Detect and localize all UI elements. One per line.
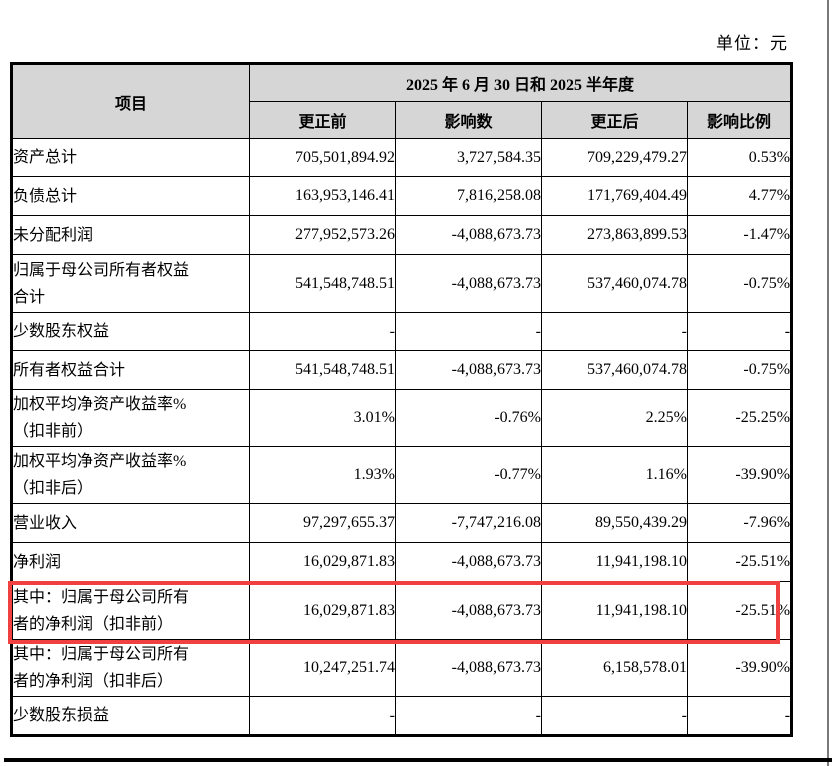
col-header-impact: 影响数 <box>395 101 542 139</box>
cell-after: 537,460,074.78 <box>541 350 688 390</box>
cell-ratio: -25.51% <box>686 581 793 640</box>
correction-table: 项目 2025 年 6 月 30 日和 2025 半年度 更正前 影响数 更正后… <box>10 62 794 737</box>
cell-after: 273,863,899.53 <box>541 215 688 255</box>
cell-before: 705,501,894.92 <box>249 138 396 177</box>
cell-label: 归属于母公司所有者权益 合计 <box>11 254 250 313</box>
cell-label: 资产总计 <box>11 138 250 177</box>
cell-before: 541,548,748.51 <box>249 254 396 313</box>
header-row-columns: 更正前 影响数 更正后 影响比例 <box>12 101 793 139</box>
table-row: 加权平均净资产收益率% （扣非前） 3.01% -0.76% 2.25% -25… <box>11 389 793 447</box>
cell-label: 未分配利润 <box>11 215 250 255</box>
unit-label: 单位：元 <box>716 34 788 53</box>
cell-ratio: -0.75% <box>686 254 793 313</box>
cell-before: 277,952,573.26 <box>249 215 396 255</box>
col-header-after: 更正后 <box>541 101 688 139</box>
cell-impact: -0.77% <box>395 446 542 504</box>
cell-impact: - <box>395 312 542 351</box>
cell-ratio: -25.25% <box>686 389 793 447</box>
table-row: 未分配利润 277,952,573.26 -4,088,673.73 273,8… <box>11 215 793 255</box>
cell-after: - <box>541 312 688 351</box>
cell-after: 6,158,578.01 <box>541 639 688 697</box>
cell-before: 97,297,655.37 <box>249 503 396 543</box>
cell-label: 营业收入 <box>11 503 250 543</box>
table-row-highlighted: 其中：归属于母公司所有 者的净利润（扣非前） 16,029,871.83 -4,… <box>11 581 793 640</box>
table-row: 归属于母公司所有者权益 合计 541,548,748.51 -4,088,673… <box>11 254 793 313</box>
table-row: 少数股东权益 - - - - <box>11 312 793 351</box>
cell-before: 163,953,146.41 <box>249 176 396 216</box>
cell-ratio: 0.53% <box>686 138 793 177</box>
cell-ratio: - <box>686 312 793 351</box>
cell-impact: 7,816,258.08 <box>395 176 542 216</box>
cell-after: 11,941,198.10 <box>541 581 688 640</box>
cell-label: 负债总计 <box>11 176 250 216</box>
cell-impact: -4,088,673.73 <box>395 254 542 313</box>
cell-label: 所有者权益合计 <box>11 350 250 390</box>
page-edge-line <box>827 0 829 766</box>
cell-before: - <box>249 696 396 736</box>
col-header-period: 2025 年 6 月 30 日和 2025 半年度 <box>248 63 793 102</box>
cell-before: 16,029,871.83 <box>249 581 396 640</box>
cell-label: 少数股东权益 <box>11 312 250 351</box>
cell-before: 541,548,748.51 <box>249 350 396 390</box>
cell-ratio: 4.77% <box>686 176 793 216</box>
cell-after: 171,769,404.49 <box>541 176 688 216</box>
cell-ratio: -0.75% <box>686 350 793 390</box>
cell-before: 10,247,251.74 <box>249 639 396 697</box>
cell-label: 净利润 <box>11 542 250 582</box>
cell-before: 3.01% <box>249 389 396 447</box>
cell-ratio: -39.90% <box>686 446 793 504</box>
cell-label: 加权平均净资产收益率% （扣非前） <box>11 389 250 447</box>
cell-label: 加权平均净资产收益率% （扣非后） <box>11 446 250 504</box>
cell-after: 1.16% <box>541 446 688 504</box>
cell-after: - <box>541 696 688 736</box>
table-row: 加权平均净资产收益率% （扣非后） 1.93% -0.77% 1.16% -39… <box>11 446 793 504</box>
cell-label: 少数股东损益 <box>11 696 250 736</box>
cell-after: 11,941,198.10 <box>541 542 688 582</box>
cell-ratio: -7.96% <box>686 503 793 543</box>
cell-ratio: -39.90% <box>686 639 793 697</box>
cell-before: 1.93% <box>249 446 396 504</box>
header-row-period: 项目 2025 年 6 月 30 日和 2025 半年度 <box>11 63 793 139</box>
cell-after: 709,229,479.27 <box>541 138 688 177</box>
cell-ratio: -25.51% <box>686 542 793 582</box>
cell-after: 537,460,074.78 <box>541 254 688 313</box>
col-header-item: 项目 <box>11 63 250 139</box>
table-row: 所有者权益合计 541,548,748.51 -4,088,673.73 537… <box>11 350 793 390</box>
table-row: 其中：归属于母公司所有 者的净利润（扣非后） 10,247,251.74 -4,… <box>11 639 793 697</box>
col-header-ratio: 影响比例 <box>686 101 793 139</box>
cell-before: 16,029,871.83 <box>249 542 396 582</box>
cell-impact: -4,088,673.73 <box>395 542 542 582</box>
cell-impact: - <box>395 696 542 736</box>
cell-impact: 3,727,584.35 <box>395 138 542 177</box>
cell-impact: -4,088,673.73 <box>395 350 542 390</box>
cell-impact: -4,088,673.73 <box>395 581 542 640</box>
table-row: 资产总计 705,501,894.92 3,727,584.35 709,229… <box>11 138 793 177</box>
cell-after: 89,550,439.29 <box>541 503 688 543</box>
table-row: 营业收入 97,297,655.37 -7,747,216.08 89,550,… <box>11 503 793 543</box>
cell-after: 2.25% <box>541 389 688 447</box>
cell-ratio: -1.47% <box>686 215 793 255</box>
table-row: 少数股东损益 - - - - <box>11 696 793 736</box>
cell-ratio: - <box>686 696 793 736</box>
table-row: 净利润 16,029,871.83 -4,088,673.73 11,941,1… <box>11 542 793 582</box>
bottom-rule <box>4 758 832 762</box>
cell-impact: -4,088,673.73 <box>395 215 542 255</box>
table-row: 负债总计 163,953,146.41 7,816,258.08 171,769… <box>11 176 793 216</box>
cell-impact: -0.76% <box>395 389 542 447</box>
cell-label: 其中：归属于母公司所有 者的净利润（扣非后） <box>11 639 250 697</box>
cell-before: - <box>249 312 396 351</box>
cell-impact: -7,747,216.08 <box>395 503 542 543</box>
cell-label: 其中：归属于母公司所有 者的净利润（扣非前） <box>11 581 250 640</box>
cell-impact: -4,088,673.73 <box>395 639 542 697</box>
col-header-before: 更正前 <box>249 101 396 139</box>
